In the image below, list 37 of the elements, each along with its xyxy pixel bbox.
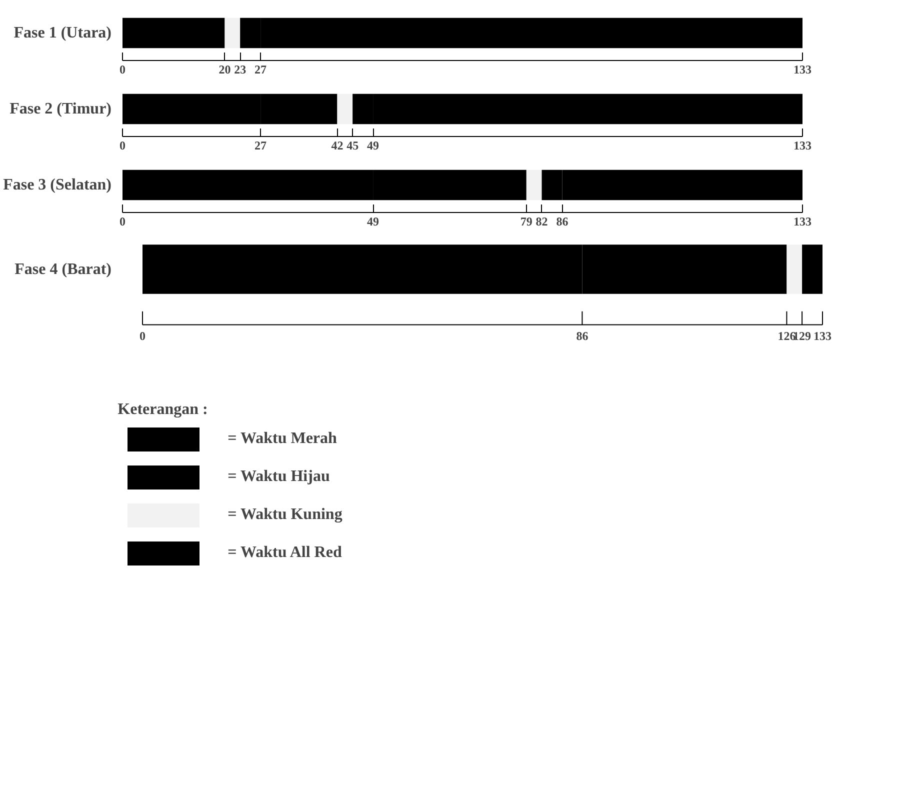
x-tick-label: 49: [367, 138, 380, 152]
legend-label: = Waktu Hijau: [228, 468, 330, 486]
bar: [337, 94, 353, 124]
x-tick-label: 133: [814, 328, 832, 343]
bar: [122, 18, 225, 48]
bar: [224, 18, 240, 48]
legend-label: = Waktu All Red: [228, 544, 342, 562]
x-tick-label: 126: [778, 328, 796, 343]
x-tick-label: 79: [520, 214, 532, 228]
legend-label: = Waktu Merah: [228, 430, 337, 448]
x-tick-label: 49: [367, 214, 380, 228]
x-tick-label: 42: [331, 138, 344, 152]
legend-label: = Waktu Kuning: [228, 506, 342, 524]
x-tick-label: 0: [120, 62, 126, 76]
x-tick-label: 27: [254, 138, 267, 152]
x-tick-label: 0: [120, 214, 126, 228]
x-tick-label: 0: [120, 138, 126, 152]
x-tick-label: 86: [576, 328, 588, 343]
bar: [526, 170, 542, 200]
x-tick-label: 82: [536, 214, 548, 228]
x-tick-label: 133: [794, 214, 812, 228]
x-tick-label: 133: [794, 62, 812, 76]
x-tick-label: 133: [794, 138, 812, 152]
x-tick-label: 45: [346, 138, 359, 152]
y-tick-label: Fase 1 (Utara): [14, 24, 112, 42]
bar: [802, 244, 822, 294]
y-tick-label: Fase 4 (Barat): [14, 260, 112, 278]
x-tick-label: 0: [140, 328, 146, 343]
bar: [786, 244, 802, 294]
legend-title: Keterangan :: [118, 401, 209, 419]
y-tick-label: Fase 2 (Timur): [10, 100, 112, 118]
x-tick-label: 86: [556, 214, 568, 228]
x-tick-label: 27: [254, 62, 267, 76]
x-tick-label: 20: [218, 62, 231, 76]
x-tick-label: 129: [793, 328, 812, 343]
y-tick-label: Fase 3 (Selatan): [3, 176, 112, 194]
x-tick-label: 23: [234, 62, 246, 76]
